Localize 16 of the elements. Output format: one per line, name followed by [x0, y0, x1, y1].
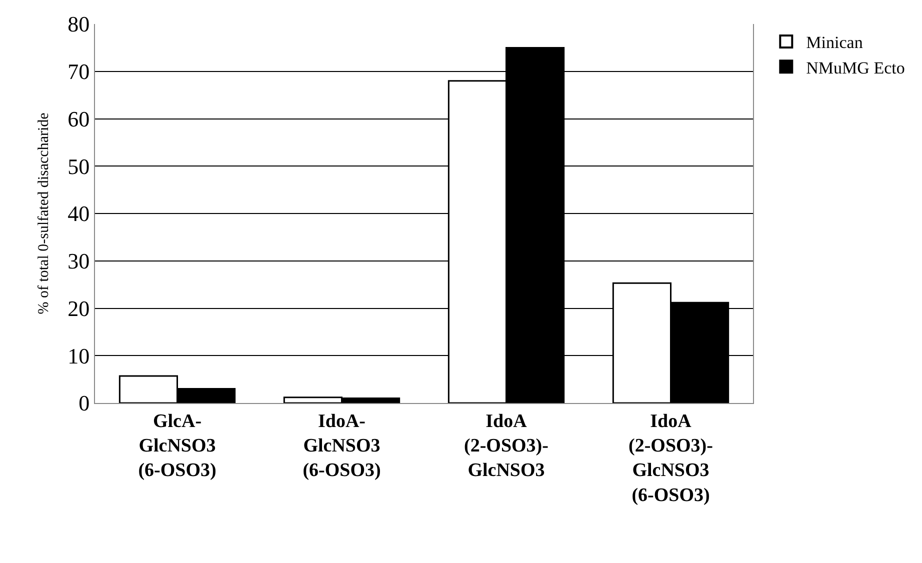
y-tick-label: 80 — [68, 12, 90, 37]
y-tick-label: 60 — [68, 106, 90, 132]
y-axis-title: % of total 0-sulfated disaccharide — [36, 112, 52, 314]
y-tick-label: 40 — [68, 201, 90, 226]
x-tick-label: IdoA (2-OSO3)- GlcNSO3 — [464, 410, 548, 482]
y-tick-label: 10 — [68, 343, 90, 368]
x-tick-label: IdoA- GlcNSO3 (6-OSO3) — [302, 410, 381, 482]
y-tick-label: 70 — [68, 59, 90, 84]
y-tick-label: 50 — [68, 154, 90, 179]
legend-label: NMuMG Ecto — [806, 58, 905, 78]
x-tick-label: GlcA- GlcNSO3 (6-OSO3) — [138, 410, 216, 482]
y-tick-label: 0 — [78, 390, 90, 416]
legend-label: Minican — [806, 33, 864, 52]
y-tick-label: 20 — [68, 296, 90, 321]
x-tick-label: IdoA (2-OSO3)- GlcNSO3 (6-OSO3) — [628, 410, 713, 506]
y-tick-label: 30 — [68, 248, 90, 274]
